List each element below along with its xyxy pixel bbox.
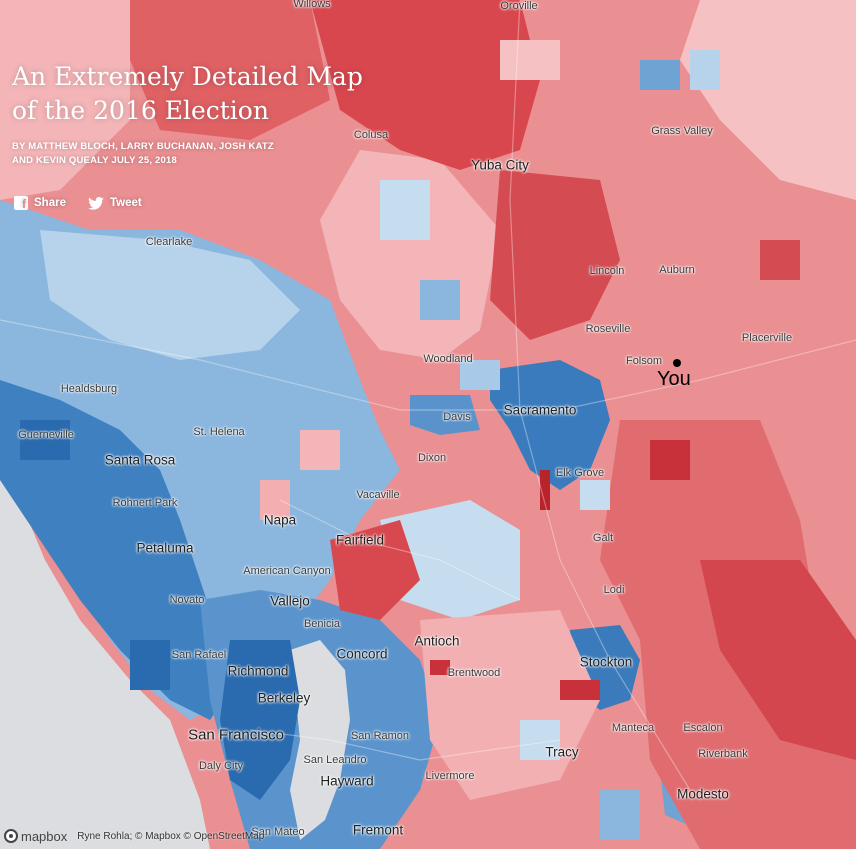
place-label: San Rafael: [171, 649, 227, 661]
place-label: Richmond: [227, 663, 289, 679]
title-line-1: An Extremely Detailed Map: [12, 62, 363, 91]
region-sf-dense: [220, 640, 300, 800]
place-label: Rohnert Park: [112, 497, 178, 509]
place-label: American Canyon: [243, 565, 331, 577]
place-label: Oroville: [500, 0, 538, 12]
place-label: Manteca: [611, 722, 655, 734]
article-header: An Extremely Detailed Map of the 2016 El…: [12, 60, 392, 168]
place-label: Tracy: [545, 744, 579, 760]
place-label: Livermore: [425, 770, 475, 782]
region-coast-strong-blue: [0, 380, 230, 720]
location-marker-dot: [673, 359, 681, 367]
region-fairfield-red: [330, 520, 420, 620]
region-delta-light-blue: [380, 500, 520, 620]
place-label: Lodi: [603, 584, 625, 596]
place-label: Sacramento: [503, 402, 577, 418]
bay-water: [290, 640, 350, 840]
place-label: San Leandro: [303, 754, 367, 766]
facebook-share-button[interactable]: f Share: [14, 196, 66, 210]
place-label: Galt: [592, 532, 614, 544]
twitter-share-label: Tweet: [109, 197, 142, 209]
place-label: Guerneville: [18, 429, 74, 441]
region-northeast-light: [680, 0, 856, 200]
region-sacramento: [490, 360, 610, 490]
place-label: Healdsburg: [60, 383, 118, 395]
place-label: Folsom: [625, 355, 663, 367]
facebook-share-label: Share: [34, 197, 66, 209]
place-label: Dixon: [417, 452, 447, 464]
precinct-scatter: [20, 40, 800, 840]
byline-line-1: By MATTHEW BLOCH, LARRY BUCHANAN, JOSH K…: [12, 141, 274, 152]
region-davis: [410, 395, 480, 435]
place-label: Novato: [169, 594, 205, 606]
region-northwest-red: [130, 0, 330, 140]
place-label: San Mateo: [251, 826, 305, 838]
place-label: Brentwood: [447, 667, 501, 679]
place-label: Napa: [263, 512, 297, 528]
place-label: San Francisco: [188, 726, 284, 744]
place-label: Fremont: [352, 822, 404, 838]
share-toolbar: f Share Tweet: [14, 196, 142, 210]
region-north-light-red: [0, 0, 130, 200]
place-label: Petaluma: [136, 540, 194, 556]
place-label: Benicia: [303, 618, 341, 630]
twitter-icon: [88, 196, 104, 210]
place-label: Modesto: [677, 786, 729, 802]
place-label: Lincoln: [589, 265, 625, 277]
place-label: Stockton: [579, 654, 633, 670]
place-label: Daly City: [198, 760, 244, 772]
place-label: Willows: [293, 0, 331, 10]
place-label: Woodland: [423, 353, 473, 365]
map-attribution: mapbox Ryne Rohla; © Mapbox © OpenStreet…: [0, 823, 264, 849]
place-label: Roseville: [585, 323, 631, 335]
ocean: [0, 470, 210, 849]
place-label: Santa Rosa: [104, 452, 176, 468]
region-upper-light-blue: [40, 230, 300, 360]
place-label: San Ramon: [350, 730, 410, 742]
place-label: Vallejo: [270, 593, 310, 609]
place-label: St. Helena: [193, 426, 245, 438]
region-foothills-red: [490, 170, 620, 340]
place-label: Escalon: [683, 722, 723, 734]
place-label: Berkeley: [257, 690, 311, 706]
place-label: Placerville: [741, 332, 793, 344]
attribution-text[interactable]: Ryne Rohla; © Mapbox © OpenStreetMap: [77, 830, 265, 842]
place-label: Clearlake: [145, 236, 193, 248]
place-label: Riverbank: [698, 748, 748, 760]
place-label: Yuba City: [471, 157, 529, 173]
place-label: Hayward: [320, 773, 374, 789]
place-label: Concord: [336, 646, 388, 662]
title-line-2: of the 2016 Election: [12, 96, 269, 125]
region-north-strong-red: [310, 0, 540, 170]
place-label: Davis: [443, 411, 471, 423]
mapbox-logo[interactable]: mapbox: [4, 829, 67, 844]
byline: By MATTHEW BLOCH, LARRY BUCHANAN, JOSH K…: [12, 140, 302, 168]
place-label: Fairfield: [335, 532, 385, 548]
place-label: Elk Grove: [555, 467, 605, 479]
page-title: An Extremely Detailed Map of the 2016 El…: [12, 60, 392, 128]
location-marker-label: You: [657, 368, 691, 390]
place-label: Vacaville: [356, 489, 400, 501]
byline-line-2: and KEVIN QUEALY JULY 25, 2018: [12, 155, 177, 166]
mapbox-icon: [4, 829, 18, 843]
roads: [0, 0, 856, 791]
region-east-strong-red: [700, 560, 856, 760]
place-label: Antioch: [414, 633, 460, 649]
twitter-share-button[interactable]: Tweet: [88, 196, 142, 210]
place-label: Colusa: [353, 129, 389, 141]
facebook-icon: f: [14, 196, 28, 210]
place-label: Grass Valley: [651, 125, 713, 137]
place-label: Auburn: [659, 264, 695, 276]
mapbox-wordmark: mapbox: [21, 828, 68, 844]
